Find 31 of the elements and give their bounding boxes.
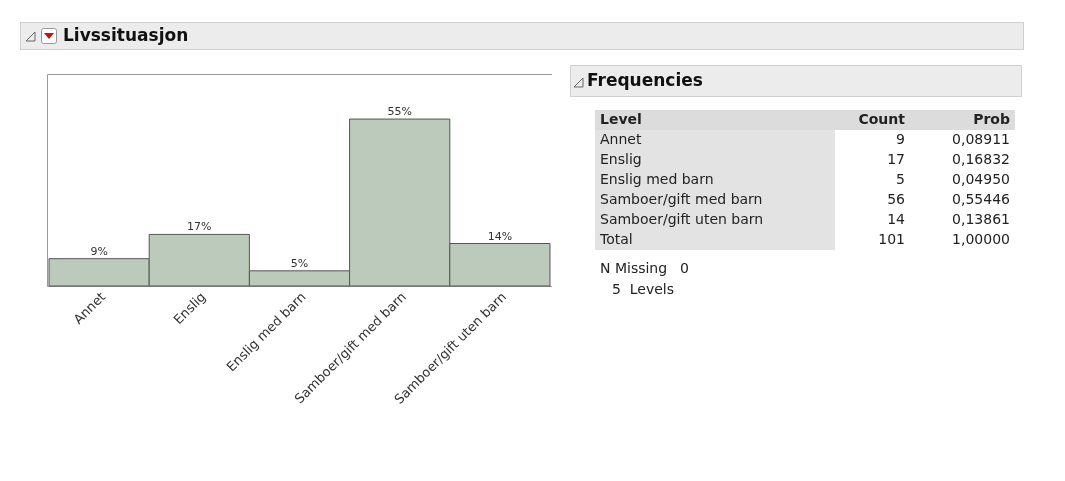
text: 1,00000 [952,231,1010,247]
chart-title: Livssituasjon [63,25,189,45]
text: Enslig [600,151,642,167]
text: Count [858,111,905,127]
text: 5 [896,171,905,187]
text: 9 [896,131,905,147]
text: 0 [680,260,689,276]
text: 0,13861 [952,211,1010,227]
text: Level [600,111,642,127]
text: Frequencies [587,70,703,90]
data-label: 9% [90,244,108,258]
text: 0,55446 [952,191,1010,207]
text: Total [600,231,633,247]
data-label: 5% [290,256,309,270]
text: N Missing [600,260,668,276]
text: 17 [887,151,905,167]
text: Annet [600,131,642,147]
text: 0,08911 [952,131,1010,147]
data-label: 17% [187,220,212,234]
text: 5 Levels [612,281,675,297]
text: 56 [887,191,905,207]
text: 0,04950 [952,171,1010,187]
text: Prob [973,111,1010,127]
text: 101 [878,231,905,247]
text: Samboer/gift med barn [600,191,763,207]
text: Samboer/gift uten barn [600,211,764,227]
text: 14 [887,211,905,227]
data-label: 14% [487,229,513,243]
text: Enslig med barn [600,171,714,187]
data-label: 55% [387,105,412,119]
text: 0,16832 [952,151,1010,167]
